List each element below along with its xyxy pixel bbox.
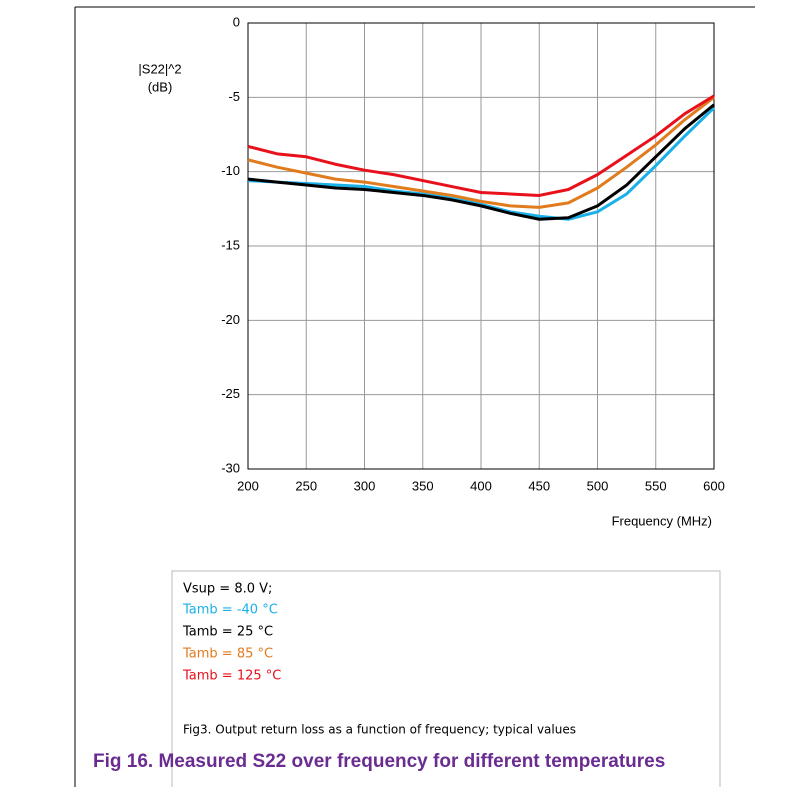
legend-entry: Tamb = 25 °C [182, 625, 273, 640]
series-line [247, 94, 715, 197]
legend-box [171, 570, 721, 792]
x-tick-label: 600 [703, 478, 725, 493]
legend-heading: Vsup = 8.0 V; [183, 582, 272, 597]
x-tick-label: 200 [237, 478, 259, 493]
y-tick-label: 0 [233, 14, 240, 29]
x-tick-label: 500 [587, 478, 609, 493]
y-axis-label: |S22|^2 [138, 61, 181, 76]
legend-entry: Tamb = 85 °C [182, 647, 273, 662]
y-tick-label: -10 [221, 163, 240, 178]
figure-title: Fig 16. Measured S22 over frequency for … [93, 751, 665, 772]
y-tick-label: -5 [228, 89, 240, 104]
y-tick-label: -30 [221, 460, 240, 475]
legend-entry: Tamb = -40 °C [182, 603, 278, 618]
x-tick-label: 450 [528, 478, 550, 493]
x-tick-label: 350 [412, 478, 434, 493]
x-tick-label: 400 [470, 478, 492, 493]
series-line [247, 96, 715, 209]
x-axis-label: Frequency (MHz) [612, 513, 712, 528]
y-tick-label: -25 [221, 386, 240, 401]
legend-entry: Tamb = 125 °C [182, 669, 281, 684]
caption: Fig3. Output return loss as a function o… [183, 723, 576, 737]
y-axis-label: (dB) [148, 79, 173, 94]
x-tick-label: 250 [295, 478, 317, 493]
y-tick-label: -15 [221, 237, 240, 252]
x-tick-label: 550 [645, 478, 667, 493]
plot-border [247, 22, 715, 470]
y-tick-label: -20 [221, 312, 240, 327]
series-line [247, 103, 715, 221]
x-tick-label: 300 [354, 478, 376, 493]
